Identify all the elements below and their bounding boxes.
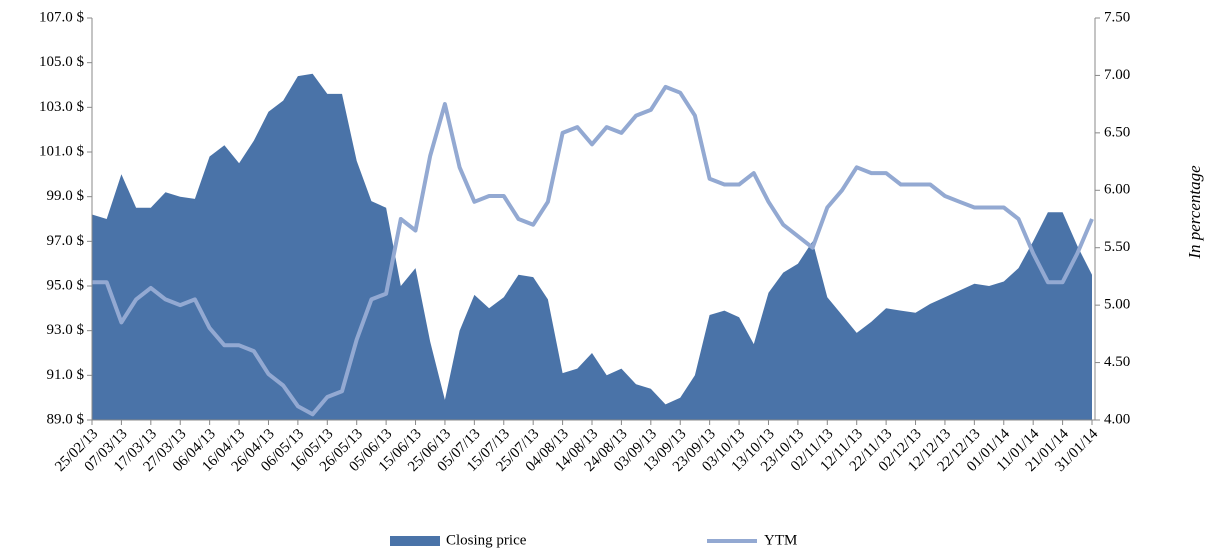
y-tick-label: 91.0 $ [47,367,85,383]
legend-swatch [390,536,440,546]
y-tick-label: 103.0 $ [39,99,85,115]
y2-tick-label: 7.50 [1104,9,1130,25]
legend-label: YTM [764,532,797,548]
y-tick-label: 97.0 $ [47,233,85,249]
y2-axis-label: In percentage [1185,165,1204,260]
y-tick-label: 105.0 $ [39,54,85,70]
y-tick-label: 101.0 $ [39,143,85,159]
y2-tick-label: 4.50 [1104,354,1130,370]
y2-tick-label: 4.00 [1104,411,1130,427]
ytm-line [92,84,1094,417]
y2-tick-label: 6.00 [1104,182,1130,198]
y2-tick-label: 5.50 [1104,239,1130,255]
y-tick-label: 107.0 $ [39,9,85,25]
y-tick-label: 99.0 $ [47,188,85,204]
y2-tick-label: 5.00 [1104,297,1130,313]
y-tick-label: 93.0 $ [47,322,85,338]
y2-tick-label: 6.50 [1104,124,1130,140]
legend-label: Closing price [446,532,527,548]
y-tick-label: 95.0 $ [47,277,85,293]
price-area [92,73,1092,421]
y2-tick-label: 7.00 [1104,67,1130,83]
y-tick-label: 89.0 $ [47,411,85,427]
